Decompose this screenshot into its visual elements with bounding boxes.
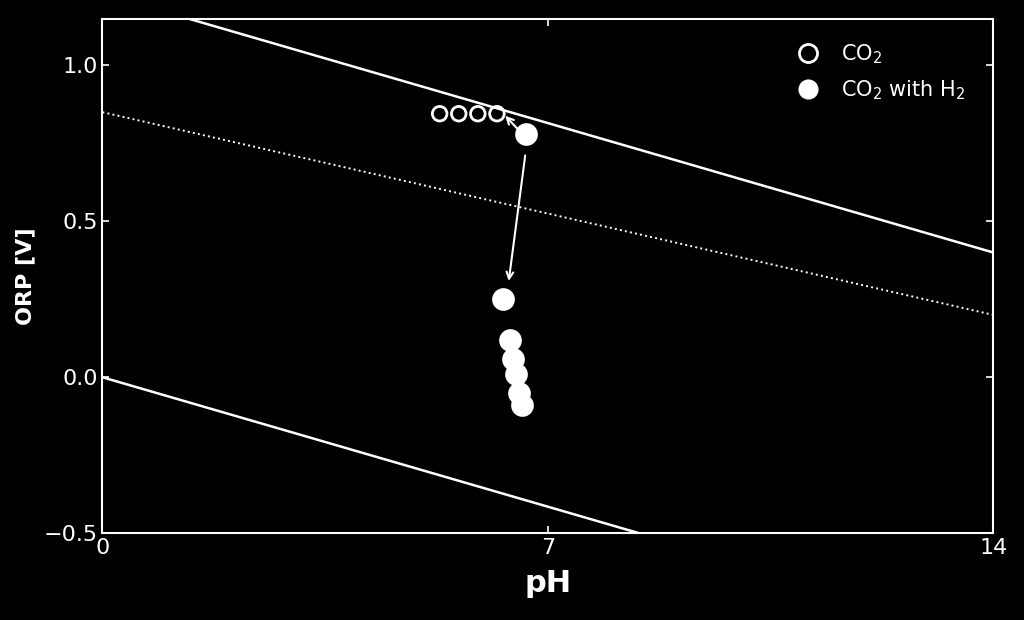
Point [451, 108, 467, 118]
X-axis label: pH: pH [524, 569, 571, 598]
Point [508, 369, 524, 379]
Point [514, 401, 530, 410]
Point [511, 388, 527, 398]
Point [431, 108, 447, 118]
Point [517, 129, 534, 139]
Point [502, 335, 518, 345]
Legend: CO$_2$, CO$_2$ with H$_2$: CO$_2$, CO$_2$ with H$_2$ [778, 34, 974, 110]
Point [495, 294, 511, 304]
Point [505, 353, 521, 363]
Point [470, 108, 486, 118]
Y-axis label: ORP [V]: ORP [V] [15, 227, 35, 325]
Point [488, 108, 505, 118]
